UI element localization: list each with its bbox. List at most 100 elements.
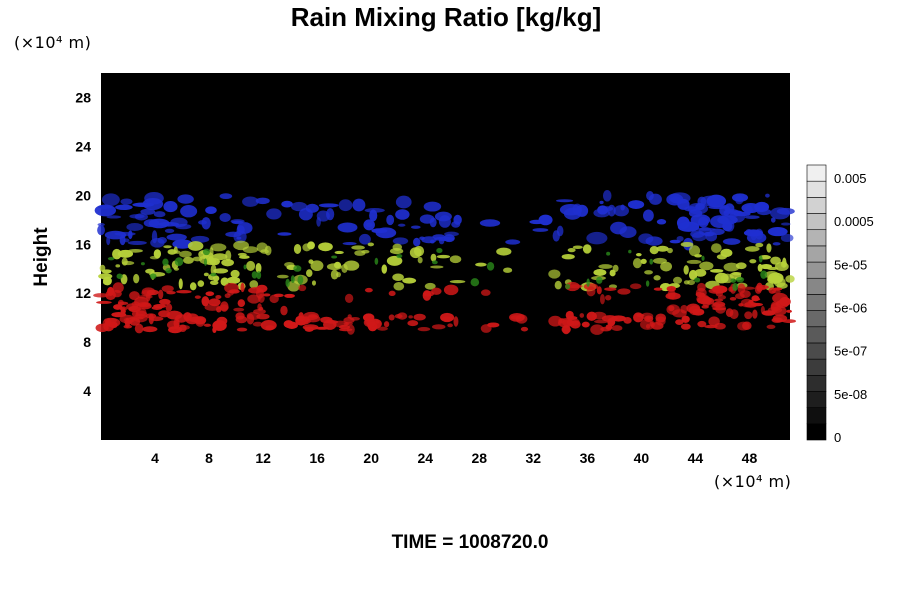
field-blob xyxy=(388,314,395,321)
field-blob xyxy=(158,310,171,318)
field-blob xyxy=(257,293,265,303)
field-blob xyxy=(628,249,632,254)
field-blob xyxy=(656,245,669,252)
colorbar-swatch xyxy=(806,294,827,311)
field-blob xyxy=(262,293,271,297)
field-blob xyxy=(392,273,404,281)
field-blob xyxy=(212,275,220,282)
field-blob xyxy=(767,227,788,237)
field-blob xyxy=(486,261,495,271)
field-blob xyxy=(179,250,192,258)
field-blob xyxy=(599,200,604,205)
field-blob xyxy=(367,242,375,247)
field-blob xyxy=(284,293,295,298)
field-blob xyxy=(755,242,764,248)
field-blob xyxy=(351,245,365,250)
field-blob xyxy=(668,192,691,204)
field-blob xyxy=(646,190,654,201)
field-blob xyxy=(447,323,453,328)
field-blob xyxy=(202,248,211,256)
field-blob xyxy=(256,271,262,280)
field-blob xyxy=(190,235,210,243)
field-blob xyxy=(417,327,431,332)
x-tick-label: 12 xyxy=(255,450,271,466)
field-blob xyxy=(311,280,316,286)
field-blob xyxy=(162,258,169,266)
field-blob xyxy=(194,295,201,299)
field-blob xyxy=(735,276,745,283)
field-blob xyxy=(649,258,654,265)
field-blob xyxy=(776,207,795,215)
field-blob xyxy=(635,253,642,257)
field-blob xyxy=(744,246,760,252)
field-blob xyxy=(593,269,607,276)
colorbar-swatch xyxy=(806,407,827,425)
field-blob xyxy=(694,277,701,283)
colorbar-swatch xyxy=(806,358,827,376)
field-blob xyxy=(766,324,776,329)
x-tick-label: 28 xyxy=(471,450,487,466)
field-blob xyxy=(255,197,270,205)
field-blob xyxy=(666,285,676,292)
field-blob xyxy=(421,236,437,244)
colorbar-swatch xyxy=(806,310,827,328)
field-blob xyxy=(668,305,675,312)
field-blob xyxy=(691,231,707,242)
field-blob xyxy=(102,318,112,327)
field-blob xyxy=(633,312,644,323)
y-tick-label: 4 xyxy=(83,383,91,399)
field-blob xyxy=(431,324,446,330)
field-blob xyxy=(133,273,140,284)
field-blob xyxy=(266,208,282,220)
field-blob xyxy=(230,269,240,278)
field-blob xyxy=(235,315,248,324)
field-blob xyxy=(175,250,181,254)
field-blob xyxy=(729,309,739,320)
field-blob xyxy=(303,326,319,330)
field-blob xyxy=(780,233,794,243)
field-blob xyxy=(201,296,210,307)
field-blob xyxy=(735,262,747,270)
field-blob xyxy=(386,214,395,226)
field-blob xyxy=(596,276,603,284)
field-layer xyxy=(93,281,797,335)
field-blob xyxy=(238,255,250,259)
field-layer xyxy=(98,240,795,292)
field-blob xyxy=(730,278,737,283)
field-blob xyxy=(177,194,194,204)
field-blob xyxy=(586,311,597,321)
field-blob xyxy=(236,327,248,332)
field-blob xyxy=(610,221,627,235)
field-blob xyxy=(604,287,617,291)
field-blob xyxy=(565,310,574,320)
x-tick-label: 44 xyxy=(688,450,704,466)
field-blob xyxy=(413,237,421,247)
colorbar-label: 5e-05 xyxy=(834,257,867,272)
field-blob xyxy=(189,316,203,323)
field-blob xyxy=(606,251,611,256)
colorbar-swatch xyxy=(806,391,827,408)
field-blob xyxy=(173,324,190,331)
field-blob xyxy=(702,296,711,308)
y-tick-label: 20 xyxy=(75,187,91,203)
field-blob xyxy=(593,208,611,218)
field-blob xyxy=(729,296,737,301)
field-blob xyxy=(432,234,446,240)
field-blob xyxy=(704,324,718,329)
field-blob xyxy=(779,296,791,307)
field-blob xyxy=(449,255,462,264)
field-blob xyxy=(505,239,521,245)
field-blob xyxy=(758,255,763,263)
field-blob xyxy=(153,211,166,218)
field-blob xyxy=(561,254,575,260)
field-blob xyxy=(430,265,444,269)
field-blob xyxy=(225,250,232,262)
field-blob xyxy=(93,293,109,298)
field-blob xyxy=(688,269,698,281)
field-blob xyxy=(724,203,735,214)
field-blob xyxy=(212,326,217,333)
field-blob xyxy=(438,215,451,228)
colorbar-label: 0.005 xyxy=(834,171,867,186)
field-blob xyxy=(757,263,763,272)
field-blob xyxy=(166,233,187,241)
